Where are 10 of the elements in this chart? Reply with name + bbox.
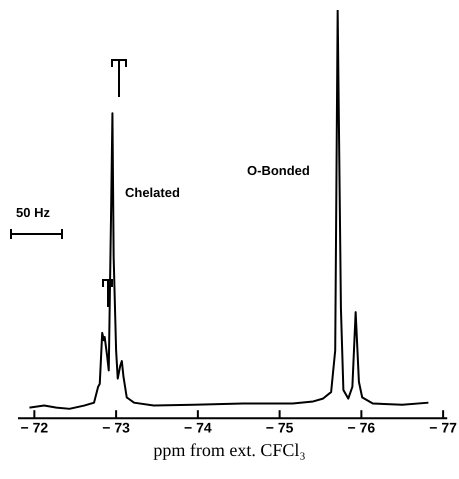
annotation: Chelated [125,185,180,200]
x-tick-label: − 77 [429,419,458,436]
x-tick-label: − 72 [20,419,48,436]
x-tick-label: − 74 [184,419,212,436]
x-tick-label: − 73 [102,419,130,436]
annotation: O-Bonded [247,163,310,178]
annotation: 50 Hz [16,205,50,220]
x-tick-label: − 76 [348,419,376,436]
x-tick-label: − 75 [266,419,294,436]
x-axis-title: ppm from ext. CFCl₃ [152,440,307,461]
